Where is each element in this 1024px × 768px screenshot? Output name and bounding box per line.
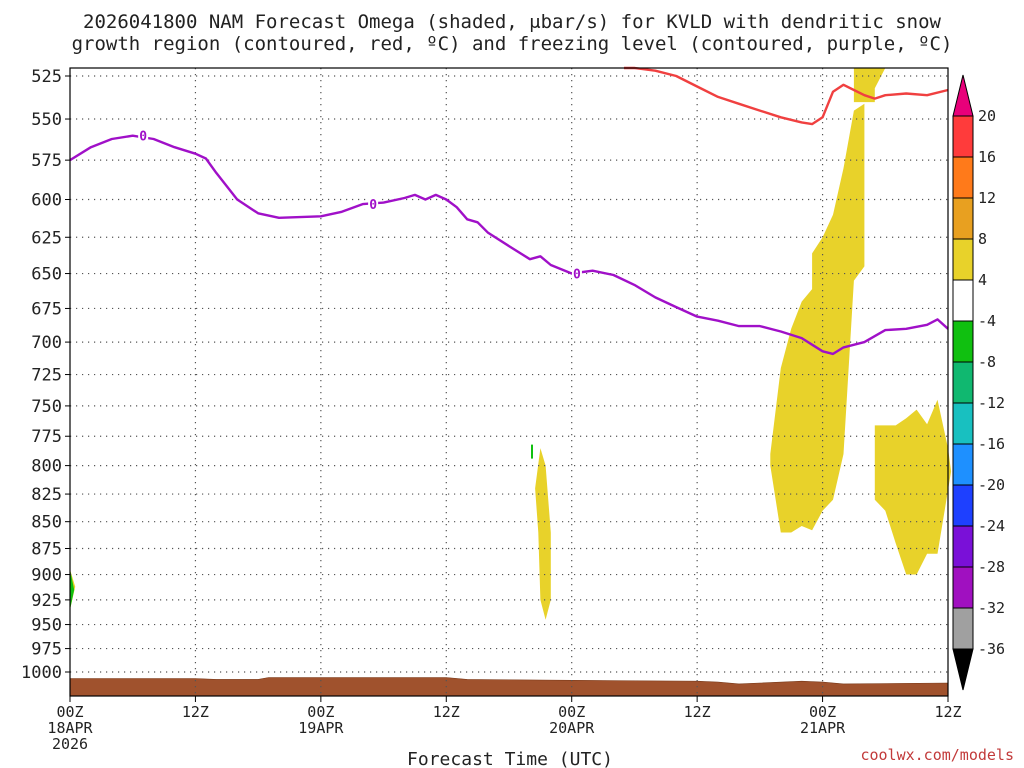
omega-region-5 xyxy=(70,569,75,610)
y-tick-label-650: 650 xyxy=(31,265,62,285)
y-tick-label-950: 950 xyxy=(31,616,62,636)
y-tick-label-925: 925 xyxy=(31,591,62,611)
colorbar-label-4: 4 xyxy=(978,271,987,289)
x-tick-label-0-2: 18APR xyxy=(47,719,93,737)
plot-frame xyxy=(69,67,949,697)
x-tick-label-48-2: 20APR xyxy=(549,719,595,737)
colorbar-box-9 xyxy=(952,484,974,527)
x-tick-label-72-1: 00Z xyxy=(809,703,836,721)
x-tick-label-0-3: 2026 xyxy=(52,735,88,753)
colorbar-label-2: 12 xyxy=(978,189,996,207)
freezing-level-line xyxy=(69,134,949,356)
y-tick-label-600: 600 xyxy=(31,191,62,211)
freezing-level-label-1: 0 xyxy=(369,198,377,213)
omega-region-6 xyxy=(531,444,533,459)
colorbar-box-11 xyxy=(952,566,974,609)
freezing-level-label-bg-1 xyxy=(368,196,379,212)
colorbar-bottom-arrow xyxy=(952,648,974,691)
colorbar-label-5: -4 xyxy=(978,312,996,330)
colorbar-box-8 xyxy=(952,443,974,486)
omega-region-4 xyxy=(874,399,952,575)
freezing-level-label-bg-0 xyxy=(138,127,149,143)
y-tick-label-800: 800 xyxy=(31,457,62,477)
x-tick-label-72-2: 21APR xyxy=(800,719,846,737)
freezing-level-label-0: 0 xyxy=(139,130,147,145)
y-tick-label-675: 675 xyxy=(31,299,62,319)
colorbar-box-1 xyxy=(952,156,974,199)
y-tick-label-625: 625 xyxy=(31,228,62,248)
colorbar-top-arrow xyxy=(952,74,974,117)
y-tick-label-875: 875 xyxy=(31,539,62,559)
y-tick-label-975: 975 xyxy=(31,640,62,660)
y-tick-label-900: 900 xyxy=(31,566,62,586)
y-tick-label-700: 700 xyxy=(31,333,62,353)
x-tick-label-60-1: 12Z xyxy=(684,703,711,721)
x-tick-label-36-1: 12Z xyxy=(433,703,460,721)
colorbar-box-2 xyxy=(952,197,974,240)
y-tick-label-750: 750 xyxy=(31,397,62,417)
omega-region-2 xyxy=(770,103,865,533)
colorbar-label-6: -8 xyxy=(978,353,996,371)
dgz-contour-line xyxy=(624,66,949,126)
y-tick-label-825: 825 xyxy=(31,485,62,505)
x-tick-label-24-2: 19APR xyxy=(298,719,344,737)
credit-text: coolwx.com/models xyxy=(860,746,1014,764)
x-axis-title: Forecast Time (UTC) xyxy=(407,749,613,768)
terrain-layer xyxy=(69,677,949,697)
chart-title-line-2: growth region (contoured, red, ºC) and f… xyxy=(71,33,953,55)
colorbar-box-5 xyxy=(952,320,974,363)
colorbar-label-13: -36 xyxy=(978,640,1005,658)
colorbar-label-10: -24 xyxy=(978,517,1005,535)
grid-layer xyxy=(70,68,948,696)
x-tick-label-0-1: 00Z xyxy=(56,703,83,721)
contour-layer: 0 0 0 xyxy=(69,66,949,356)
colorbar-box-6 xyxy=(952,361,974,404)
colorbar-label-3: 8 xyxy=(978,230,987,248)
y-tick-label-775: 775 xyxy=(31,427,62,447)
colorbar-label-12: -32 xyxy=(978,599,1005,617)
x-tick-label-84-1: 12Z xyxy=(934,703,961,721)
terrain-fill xyxy=(69,677,949,697)
omega-shading-layer xyxy=(70,68,952,620)
y-axis: 525 550 575 600 625 650 675 700 725 750 775 800 825 8… xyxy=(21,67,70,683)
colorbar-box-4 xyxy=(952,279,974,322)
x-tick-label-24-1: 00Z xyxy=(307,703,334,721)
colorbar-label-8: -16 xyxy=(978,435,1005,453)
chart-title-line-1: 2026041800 NAM Forecast Omega (shaded, μ… xyxy=(83,11,941,33)
colorbar-label-9: -20 xyxy=(978,476,1005,494)
x-tick-label-48-1: 00Z xyxy=(558,703,585,721)
y-tick-label-725: 725 xyxy=(31,366,62,386)
colorbar-box-10 xyxy=(952,525,974,568)
omega-region-1 xyxy=(535,448,551,620)
freezing-level-label-bg-2 xyxy=(571,265,582,281)
colorbar-box-7 xyxy=(952,402,974,445)
colorbar-label-1: 16 xyxy=(978,148,996,166)
y-tick-label-550: 550 xyxy=(31,110,62,130)
y-tick-label-525: 525 xyxy=(31,67,62,87)
colorbar-box-3 xyxy=(952,238,974,281)
colorbar-label-11: -28 xyxy=(978,558,1005,576)
y-tick-label-850: 850 xyxy=(31,513,62,533)
colorbar-label-0: 20 xyxy=(978,107,996,125)
x-tick-label-12-1: 12Z xyxy=(182,703,209,721)
colorbar-box-12 xyxy=(952,607,974,650)
y-tick-label-1000: 1000 xyxy=(21,663,62,683)
freezing-level-label-2: 0 xyxy=(573,268,581,283)
colorbar: 20 16 12 8 4 -4 -8 -12 -16 -20 -24 -28 -32 -36 xyxy=(952,74,1005,691)
colorbar-box-0 xyxy=(952,115,974,158)
colorbar-label-7: -12 xyxy=(978,394,1005,412)
y-tick-label-575: 575 xyxy=(31,151,62,171)
